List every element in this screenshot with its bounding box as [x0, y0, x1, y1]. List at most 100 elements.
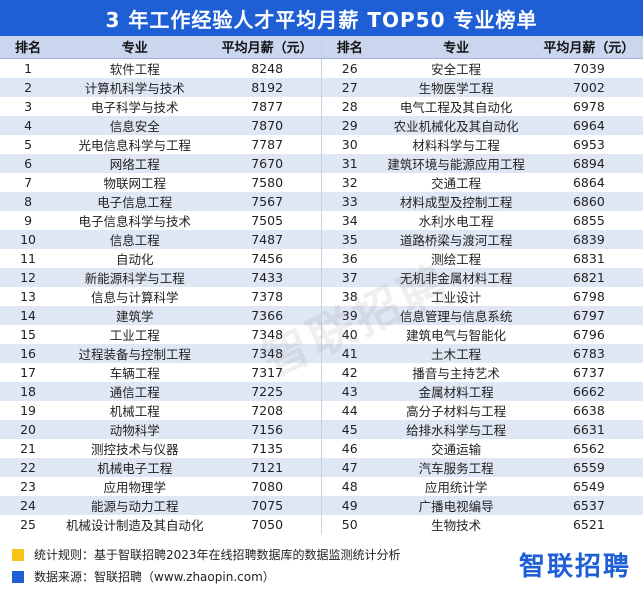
major-cell: 机械设计制造及其自动化 — [56, 514, 214, 534]
table-row: 19 机械工程 7208 44 高分子材料与工程 6638 — [0, 400, 643, 420]
major-cell: 材料科学与工程 — [377, 134, 535, 154]
major-cell: 生物技术 — [377, 514, 535, 534]
major-cell: 电子信息工程 — [56, 191, 214, 211]
table-row: 7 物联网工程 7580 32 交通工程 6864 — [0, 172, 643, 192]
rank-cell: 1 — [0, 58, 57, 78]
salary-cell: 7487 — [213, 229, 322, 249]
rank-cell: 25 — [0, 514, 57, 534]
rank-cell: 4 — [0, 115, 57, 135]
salary-cell: 7075 — [213, 495, 322, 515]
major-cell: 计算机科学与技术 — [56, 77, 214, 97]
major-cell: 电子信息科学与技术 — [56, 210, 214, 230]
salary-cell: 7002 — [534, 77, 643, 97]
salary-cell: 7366 — [213, 305, 322, 325]
major-cell: 无机非金属材料工程 — [377, 267, 535, 287]
table-row: 15 工业工程 7348 40 建筑电气与智能化 6796 — [0, 324, 643, 344]
table-row: 17 车辆工程 7317 42 播音与主持艺术 6737 — [0, 362, 643, 382]
rank-cell: 40 — [320, 324, 378, 344]
major-cell: 工业工程 — [56, 324, 214, 344]
salary-cell: 6831 — [534, 248, 643, 268]
salary-cell: 6562 — [534, 438, 643, 458]
rank-cell: 13 — [0, 286, 57, 306]
table-row: 10 信息工程 7487 35 道路桥梁与渡河工程 6839 — [0, 229, 643, 249]
rank-cell: 38 — [320, 286, 378, 306]
rank-cell: 15 — [0, 324, 57, 344]
rank-cell: 47 — [320, 457, 378, 477]
salary-cell: 6797 — [534, 305, 643, 325]
rank-cell: 12 — [0, 267, 57, 287]
rank-cell: 19 — [0, 400, 57, 420]
data-source-note: 数据来源：智联招聘（www.zhaopin.com） — [12, 568, 275, 585]
rank-cell: 42 — [320, 362, 378, 382]
salary-cell: 7433 — [213, 267, 322, 287]
major-cell: 水利水电工程 — [377, 210, 535, 230]
rank-cell: 50 — [320, 514, 378, 534]
salary-cell: 7580 — [213, 172, 322, 192]
table-row: 1 软件工程 8248 26 安全工程 7039 — [0, 58, 643, 78]
table-row: 11 自动化 7456 36 测绘工程 6831 — [0, 248, 643, 268]
major-cell: 电气工程及其自动化 — [377, 96, 535, 116]
rank-cell: 16 — [0, 343, 57, 363]
rank-cell: 17 — [0, 362, 57, 382]
major-cell: 信息与计算科学 — [56, 286, 214, 306]
rank-cell: 28 — [320, 96, 378, 116]
table-row: 9 电子信息科学与技术 7505 34 水利水电工程 6855 — [0, 210, 643, 230]
salary-cell: 6839 — [534, 229, 643, 249]
major-cell: 能源与动力工程 — [56, 495, 214, 515]
header-rank-right: 排名 — [320, 36, 378, 59]
rank-cell: 36 — [320, 248, 378, 268]
rank-cell: 44 — [320, 400, 378, 420]
table-row: 3 电子科学与技术 7877 28 电气工程及其自动化 6978 — [0, 96, 643, 116]
rank-cell: 11 — [0, 248, 57, 268]
salary-cell: 6737 — [534, 362, 643, 382]
major-cell: 生物医学工程 — [377, 77, 535, 97]
rank-cell: 2 — [0, 77, 57, 97]
yellow-square-icon — [12, 548, 24, 561]
rank-cell: 27 — [320, 77, 378, 97]
rank-cell: 31 — [320, 153, 378, 173]
salary-cell: 7787 — [213, 134, 322, 154]
salary-cell: 6537 — [534, 495, 643, 515]
rank-cell: 24 — [0, 495, 57, 515]
rank-cell: 26 — [320, 58, 378, 78]
major-cell: 车辆工程 — [56, 362, 214, 382]
salary-cell: 7870 — [213, 115, 322, 135]
salary-cell: 6521 — [534, 514, 643, 534]
salary-cell: 6855 — [534, 210, 643, 230]
salary-cell: 7348 — [213, 324, 322, 344]
major-cell: 工业设计 — [377, 286, 535, 306]
major-cell: 给排水科学与工程 — [377, 419, 535, 439]
rank-cell: 7 — [0, 172, 57, 192]
header-major-left: 专业 — [56, 36, 214, 59]
table-row: 14 建筑学 7366 39 信息管理与信息系统 6797 — [0, 305, 643, 325]
major-cell: 广播电视编导 — [377, 495, 535, 515]
major-cell: 测绘工程 — [377, 248, 535, 268]
major-cell: 信息工程 — [56, 229, 214, 249]
rank-cell: 34 — [320, 210, 378, 230]
rank-cell: 46 — [320, 438, 378, 458]
major-cell: 信息安全 — [56, 115, 214, 135]
rank-cell: 10 — [0, 229, 57, 249]
page-title: 3 年工作经验人才平均月薪 TOP50 专业榜单 — [0, 0, 643, 36]
major-cell: 高分子材料与工程 — [377, 400, 535, 420]
salary-cell: 6894 — [534, 153, 643, 173]
table-row: 12 新能源科学与工程 7433 37 无机非金属材料工程 6821 — [0, 267, 643, 287]
salary-cell: 7135 — [213, 438, 322, 458]
salary-cell: 7670 — [213, 153, 322, 173]
rank-cell: 3 — [0, 96, 57, 116]
salary-cell: 6559 — [534, 457, 643, 477]
data-source-text: 数据来源：智联招聘（www.zhaopin.com） — [34, 570, 275, 584]
salary-cell: 7877 — [213, 96, 322, 116]
rank-cell: 33 — [320, 191, 378, 211]
major-cell: 测控技术与仪器 — [56, 438, 214, 458]
major-cell: 网络工程 — [56, 153, 214, 173]
major-cell: 建筑学 — [56, 305, 214, 325]
salary-cell: 6662 — [534, 381, 643, 401]
major-cell: 物联网工程 — [56, 172, 214, 192]
major-cell: 动物科学 — [56, 419, 214, 439]
salary-cell: 7050 — [213, 514, 322, 534]
salary-cell: 6821 — [534, 267, 643, 287]
major-cell: 建筑环境与能源应用工程 — [377, 153, 535, 173]
table-row: 5 光电信息科学与工程 7787 30 材料科学与工程 6953 — [0, 134, 643, 154]
table-row: 22 机械电子工程 7121 47 汽车服务工程 6559 — [0, 457, 643, 477]
